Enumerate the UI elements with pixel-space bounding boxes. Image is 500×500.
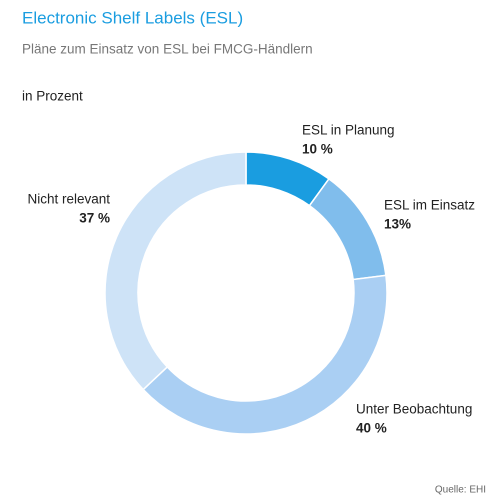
slice-label: ESL im Einsatz — [384, 198, 475, 213]
slice-label: ESL in Planung — [302, 123, 395, 138]
donut-slice — [308, 177, 387, 281]
slice-label: Unter Beobachtung — [356, 402, 472, 417]
source: Quelle: EHI — [435, 485, 486, 496]
value-label: 10 % — [302, 142, 333, 157]
value-label: 13% — [384, 217, 411, 232]
donut-slice — [104, 151, 247, 391]
slice-label: Nicht relevant — [27, 192, 110, 207]
chart-title: Electronic Shelf Labels (ESL) — [22, 8, 243, 27]
value-label: 40 % — [356, 421, 387, 436]
unit-label: in Prozent — [22, 89, 83, 104]
value-label: 37 % — [79, 211, 110, 226]
donut-slice — [142, 274, 388, 435]
chart-subtitle: Pläne zum Einsatz von ESL bei FMCG-Händl… — [22, 42, 313, 57]
